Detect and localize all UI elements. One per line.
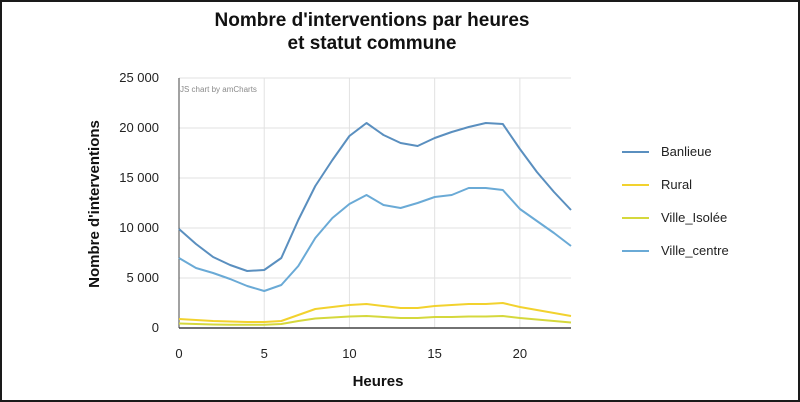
y-tick-label: 25 000 <box>119 70 159 85</box>
legend-label: Ville_Isolée <box>661 210 727 225</box>
y-tick-label: 15 000 <box>119 170 159 185</box>
legend-label: Banlieue <box>661 144 712 159</box>
y-tick-label: 10 000 <box>119 220 159 235</box>
x-tick-label: 0 <box>175 346 182 361</box>
axes <box>178 78 571 329</box>
series-lines <box>178 122 572 326</box>
series-line-ville-centre <box>178 187 572 292</box>
series-line-rural <box>178 302 572 323</box>
series-line-banlieue <box>178 122 572 272</box>
y-tick-label: 5 000 <box>126 270 159 285</box>
y-tick-label: 20 000 <box>119 120 159 135</box>
x-tick-label: 15 <box>427 346 441 361</box>
chart-title-line2: et statut commune <box>287 33 457 54</box>
y-tick-label: 0 <box>152 320 159 335</box>
x-axis-title: Heures <box>353 373 404 390</box>
chart-credit: JS chart by amCharts <box>180 85 257 94</box>
grid-lines <box>179 77 571 328</box>
chart-title-line1: Nombre d'interventions par heures <box>214 10 530 31</box>
tick-labels: 0 5 000 10 000 15 000 20 000 25 000 0 5 10 15 20 <box>119 70 527 361</box>
series-line-ville-isol-e <box>178 315 572 326</box>
legend: Banlieue Rural Ville_Isolée Ville_centre <box>622 144 729 258</box>
x-tick-label: 20 <box>513 346 527 361</box>
x-tick-label: 5 <box>261 346 268 361</box>
y-axis-title: Nombre d'interventions <box>86 120 103 288</box>
legend-label: Ville_centre <box>661 243 729 258</box>
legend-label: Rural <box>661 177 692 192</box>
x-tick-label: 10 <box>342 346 356 361</box>
